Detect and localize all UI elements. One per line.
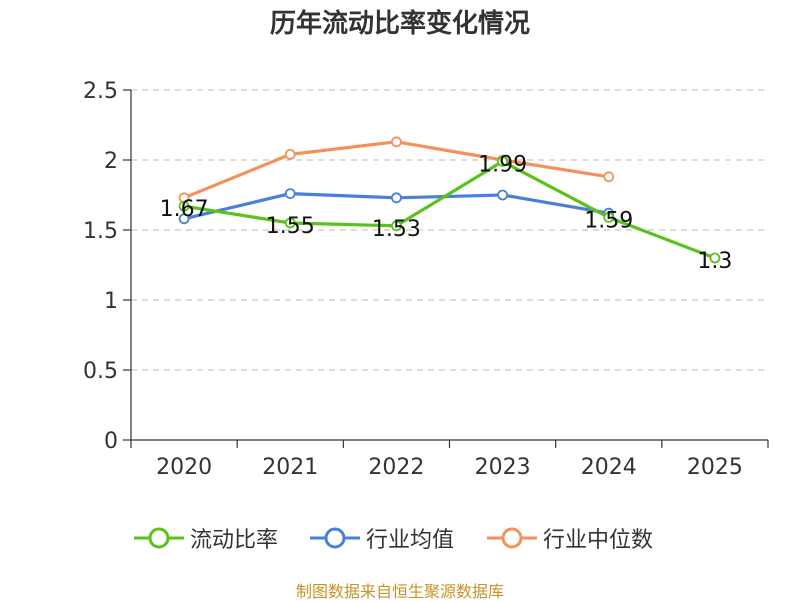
data-point — [284, 188, 296, 200]
data-label: 1.59 — [584, 208, 633, 233]
y-tick-label: 1 — [104, 289, 118, 314]
data-labels: 1.67 1.55 1.53 1.99 1.59 1.3 — [160, 152, 733, 274]
data-point — [497, 189, 508, 201]
legend-label: 行业中位数 — [543, 528, 654, 553]
series-line — [183, 159, 716, 260]
data-label: 1.67 — [160, 197, 209, 222]
x-tick-label: 2021 — [262, 455, 318, 480]
x-tick-label: 2022 — [368, 455, 424, 480]
data-point — [603, 171, 615, 183]
data-source-note: 制图数据来自恒生聚源数据库 — [295, 582, 504, 601]
y-tick-label: 0 — [104, 429, 118, 454]
y-tick-label: 1.5 — [83, 219, 118, 244]
data-point — [497, 155, 508, 167]
axes: 0 0.5 1 1.5 2 2.5 2020 2021 2022 2023 2024 2025 — [83, 79, 769, 480]
data-point — [178, 213, 190, 225]
data-point — [391, 220, 402, 232]
data-point — [284, 217, 296, 229]
series-lines — [178, 136, 721, 264]
data-point — [391, 136, 402, 148]
legend-line-icon — [310, 527, 360, 549]
data-label: 1.55 — [266, 214, 315, 239]
data-point — [178, 200, 190, 212]
x-tick-label: 2020 — [156, 455, 212, 480]
grid-lines — [131, 89, 768, 371]
data-point — [709, 252, 721, 264]
legend-item-current-ratio[interactable]: 流动比率 — [134, 518, 278, 558]
data-point — [391, 192, 402, 204]
data-label: 1.99 — [478, 152, 527, 177]
legend-item-industry-median[interactable]: 行业中位数 — [487, 518, 653, 558]
legend-label: 流动比率 — [190, 528, 279, 553]
series-line — [183, 140, 610, 200]
data-point — [284, 148, 296, 160]
data-label: 1.3 — [697, 249, 732, 274]
x-tick-label: 2023 — [475, 455, 531, 480]
data-point — [603, 211, 615, 223]
data-label: 1.53 — [372, 217, 421, 242]
legend-label: 行业均值 — [366, 528, 455, 553]
y-tick-label: 0.5 — [83, 359, 118, 384]
y-tick-label: 2.5 — [83, 79, 118, 104]
x-tick-label: 2025 — [687, 455, 743, 480]
legend-item-industry-mean[interactable]: 行业均值 — [310, 518, 454, 558]
chart-title: 历年流动比率变化情况 — [269, 9, 530, 39]
legend-line-icon — [487, 527, 537, 549]
x-tick-label: 2024 — [581, 455, 637, 480]
legend-line-icon — [134, 527, 184, 549]
y-tick-label: 2 — [104, 149, 118, 174]
legend: 流动比率 行业均值 行业中位数 — [0, 518, 800, 558]
